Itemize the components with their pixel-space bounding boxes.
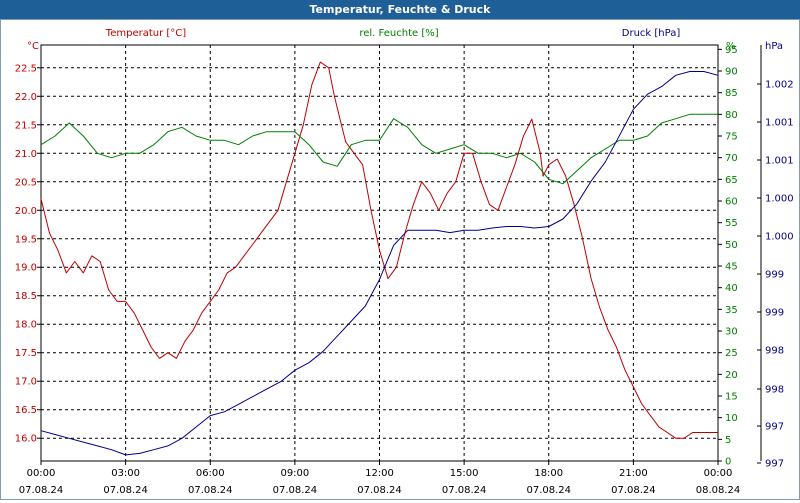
y-tick-label-temperature: 16.0 [15, 434, 37, 445]
x-tick-label-time: 03:00 [111, 468, 140, 479]
x-tick-label-time: 00:00 [704, 468, 733, 479]
x-tick-label-date: 07.08.24 [103, 485, 148, 496]
y-tick-label-humidity: 15 [725, 392, 738, 403]
y-tick-label-humidity: 60 [725, 197, 738, 208]
y-tick-label-humidity: 55 [725, 218, 738, 229]
x-tick-label-date: 07.08.24 [442, 485, 487, 496]
y-tick-label-temperature: 20.5 [15, 177, 37, 188]
y-tick-label-pressure: 998 [765, 346, 784, 357]
x-tick-label-time: 00:00 [27, 468, 56, 479]
x-tick-label-date: 07.08.24 [19, 485, 64, 496]
chart-frame: 00:00 07.08.24 03:00 07.08.24 06:00 07.08.24 0… [0, 19, 800, 500]
y-tick-label-humidity: 80 [725, 110, 738, 121]
grid [41, 45, 718, 461]
y-tick-label-humidity: 10 [725, 413, 738, 424]
y-tick-label-temperature: 17.5 [15, 348, 37, 359]
y-tick-label-humidity: 65 [725, 175, 738, 186]
y-tick-label-pressure: 999 [765, 270, 784, 281]
y-unit-temperature: °C [27, 41, 39, 52]
x-tick-label-date: 07.08.24 [273, 485, 318, 496]
y-tick-label-temperature: 22.0 [15, 92, 37, 103]
axes [37, 44, 762, 465]
x-tick-label-date: 07.08.24 [188, 485, 233, 496]
x-tick-label-time: 09:00 [280, 468, 309, 479]
y-tick-label-pressure: 997 [765, 422, 784, 433]
series-line-pressure [40, 71, 719, 456]
x-tick-label-time: 18:00 [534, 468, 563, 479]
y-tick-label-temperature: 20.0 [15, 206, 37, 217]
y-tick-label-temperature: 18.0 [15, 320, 37, 331]
y-unit-pressure: hPa [765, 41, 783, 52]
y-tick-label-humidity: 35 [725, 305, 738, 316]
x-tick-label-date: 08.08.24 [696, 485, 741, 496]
series-line-humidity [40, 113, 718, 185]
y-tick-label-humidity: 0 [725, 457, 731, 468]
y-tick-label-humidity: 50 [725, 240, 738, 251]
y-tick-label-pressure: 1.001 [765, 156, 794, 167]
x-tick-label-time: 15:00 [450, 468, 479, 479]
chart-svg: 00:00 07.08.24 03:00 07.08.24 06:00 07.08.24 0… [15, 28, 794, 496]
y-tick-label-pressure: 998 [765, 385, 784, 396]
series-line-temperature [40, 61, 718, 439]
y-tick-label-humidity: 70 [725, 153, 738, 164]
y-tick-label-temperature: 17.0 [15, 377, 37, 388]
y-tick-label-pressure: 1.000 [765, 232, 794, 243]
y-tick-label-pressure: 1.001 [765, 118, 794, 129]
x-tick-label-time: 21:00 [619, 468, 648, 479]
y-tick-label-humidity: 5 [725, 435, 731, 446]
y-tick-label-humidity: 20 [725, 370, 738, 381]
series [40, 61, 719, 456]
y-tick-label-pressure: 999 [765, 308, 784, 319]
x-tick-label-date: 07.08.24 [611, 485, 656, 496]
window-title: Temperatur, Feuchte & Druck [0, 0, 800, 19]
x-tick-label-time: 06:00 [196, 468, 225, 479]
y-tick-label-pressure: 997 [765, 459, 784, 470]
y-tick-label-temperature: 22.5 [15, 63, 37, 74]
y-tick-label-humidity: 25 [725, 348, 738, 359]
series-label-temperature: Temperatur [°C] [105, 28, 186, 39]
y-tick-label-pressure: 1.000 [765, 194, 794, 205]
y-tick-label-humidity: 85 [725, 88, 738, 99]
y-tick-label-temperature: 19.0 [15, 263, 37, 274]
y-tick-label-temperature: 19.5 [15, 234, 37, 245]
labels: 00:00 07.08.24 03:00 07.08.24 06:00 07.08.24 0… [15, 28, 794, 496]
y-tick-label-temperature: 18.5 [15, 291, 37, 302]
y-tick-label-humidity: 40 [725, 283, 738, 294]
x-tick-label-time: 12:00 [365, 468, 394, 479]
x-tick-label-date: 07.08.24 [526, 485, 571, 496]
y-unit-humidity: % [726, 41, 736, 52]
y-tick-label-temperature: 21.5 [15, 120, 37, 131]
y-tick-label-humidity: 75 [725, 132, 738, 143]
series-label-humidity: rel. Feuchte [%] [359, 28, 438, 39]
y-tick-label-humidity: 30 [725, 327, 738, 338]
y-tick-label-pressure: 1.002 [765, 80, 794, 91]
y-tick-label-humidity: 45 [725, 262, 738, 273]
y-tick-label-humidity: 90 [725, 67, 738, 78]
y-tick-label-humidity: 95 [725, 45, 738, 56]
series-label-pressure: Druck [hPa] [622, 28, 681, 39]
y-tick-label-temperature: 21.0 [15, 149, 37, 160]
x-tick-label-date: 07.08.24 [357, 485, 402, 496]
y-tick-label-temperature: 16.5 [15, 405, 37, 416]
